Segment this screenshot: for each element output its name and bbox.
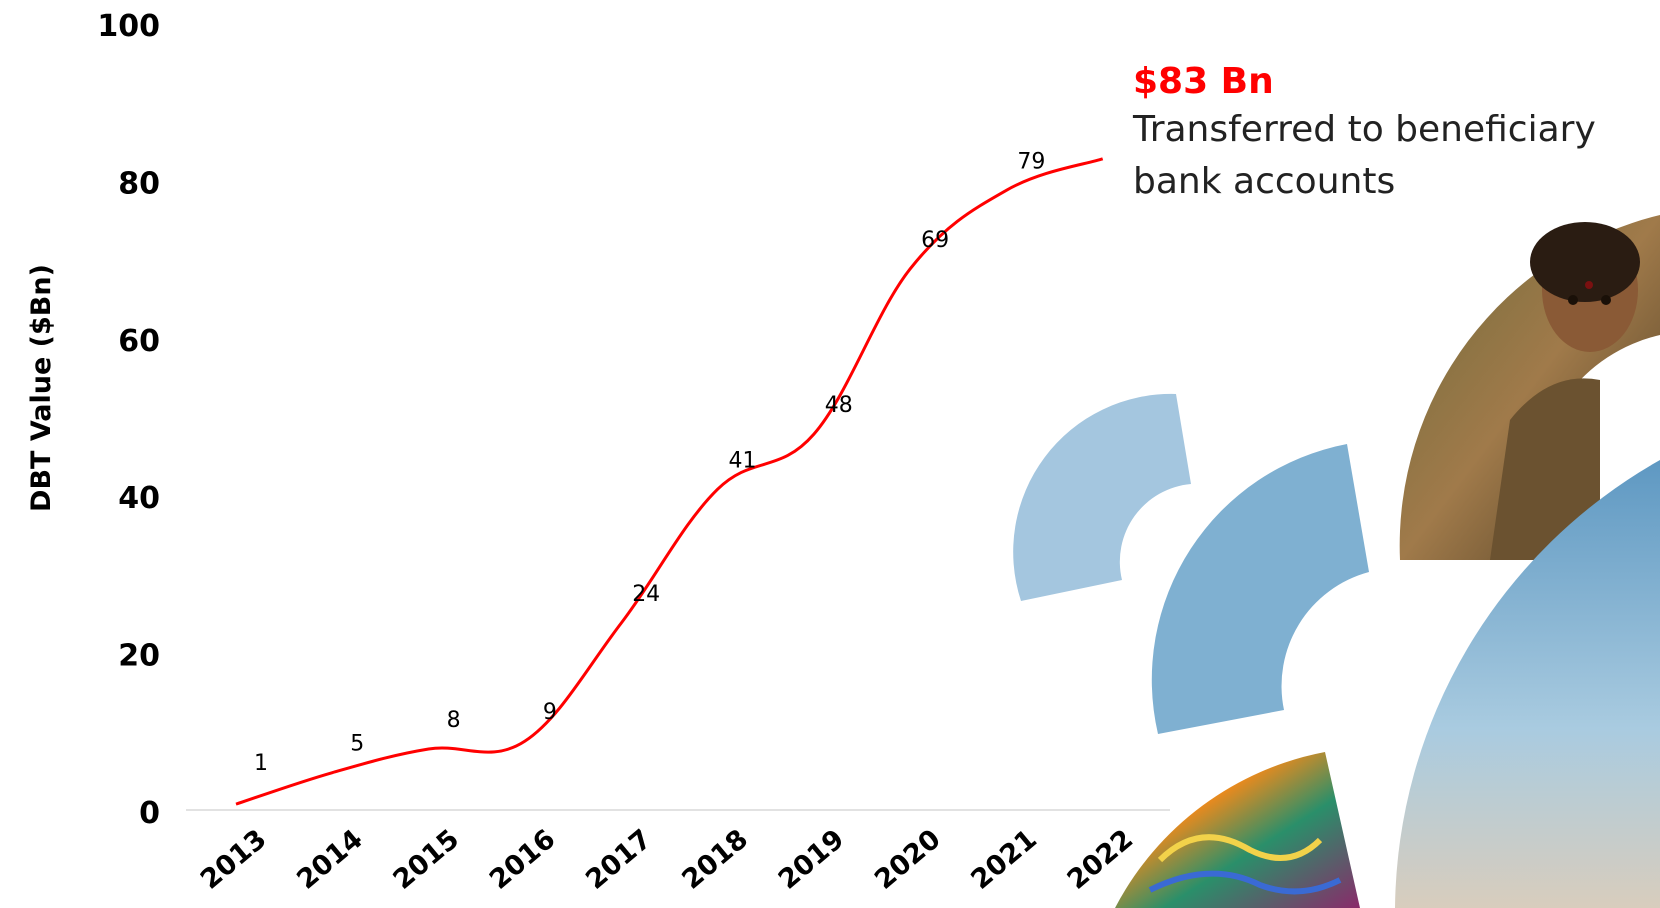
data-label-2013: 1 [254,751,268,776]
data-label-2019: 48 [825,393,853,418]
x-tick-2017: 2017 [580,824,657,896]
sky-landscape-photo [1395,460,1660,908]
y-tick-60: 60 [118,324,160,359]
colorful-textile-photo [1115,752,1360,908]
y-tick-100: 100 [97,9,160,44]
callout-text: Transferred to beneficiary bank accounts [1133,109,1596,202]
x-tick-labels: 2013 2014 2015 2016 2017 2018 2019 2020 2021 2022 [195,824,1139,896]
y-tick-labels: 0 20 40 60 80 100 [97,9,160,831]
total-callout: $83 Bn Transferred to beneficiary bank a… [1133,60,1653,208]
data-labels: 1 5 8 9 24 41 48 69 79 [254,149,1045,776]
y-tick-20: 20 [118,639,160,674]
callout-value: $83 Bn [1133,61,1274,102]
data-label-2016: 9 [543,700,557,725]
data-label-2018: 41 [729,448,757,473]
x-tick-2014: 2014 [291,824,368,896]
x-tick-2018: 2018 [677,824,754,896]
x-tick-2015: 2015 [388,824,465,896]
y-tick-0: 0 [139,796,160,831]
x-tick-2013: 2013 [195,824,272,896]
series-line [235,157,1104,806]
data-label-2017: 24 [632,582,660,607]
data-label-2020: 69 [921,228,949,253]
x-tick-2022: 2022 [1062,824,1139,896]
y-tick-40: 40 [118,481,160,516]
x-tick-2019: 2019 [773,824,850,896]
x-tick-2020: 2020 [869,824,946,896]
blue-arc-shape [1151,444,1369,734]
y-tick-80: 80 [118,166,160,201]
x-tick-2016: 2016 [484,824,561,896]
data-label-2014: 5 [350,732,364,757]
light-blue-arc-shape [1013,393,1191,601]
x-tick-2021: 2021 [965,824,1042,896]
y-axis-label: DBT Value ($Bn) [26,264,57,512]
data-label-2021: 79 [1017,149,1045,174]
data-label-2015: 8 [447,708,461,733]
